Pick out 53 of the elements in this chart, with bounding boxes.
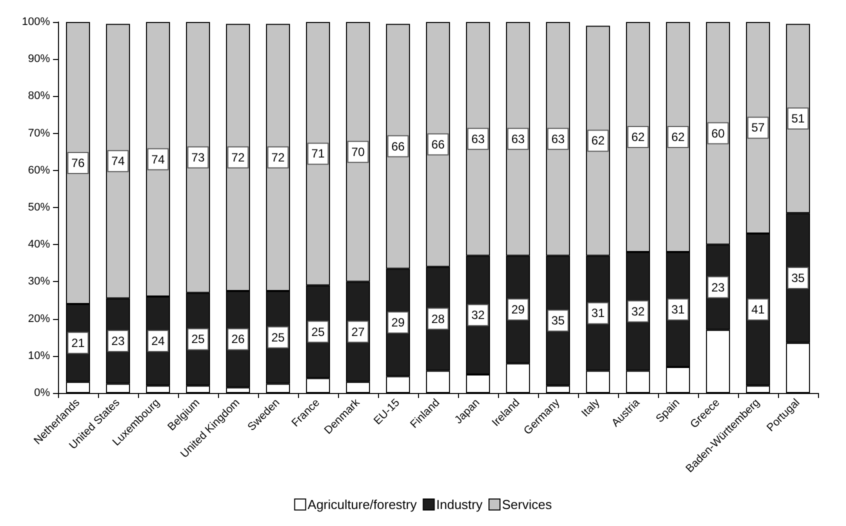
legend-label: Agriculture/forestry: [308, 497, 418, 512]
data-label: 23: [711, 280, 725, 294]
data-label: 41: [751, 302, 765, 317]
data-label: 25: [311, 324, 325, 339]
data-label: 23: [111, 334, 125, 348]
data-label: 70: [351, 144, 365, 159]
data-label: 29: [511, 302, 525, 317]
legend-label: Services: [502, 497, 552, 512]
data-label: 25: [191, 332, 205, 346]
data-label: 57: [751, 120, 765, 135]
data-label: 35: [791, 270, 805, 285]
y-tick-label: 90%: [28, 53, 50, 66]
data-label: 35: [551, 314, 565, 328]
data-label: 26: [231, 332, 245, 346]
y-tick-label: 40%: [28, 238, 50, 251]
x-tick-label: Italy: [580, 396, 603, 420]
data-label: 28: [431, 312, 445, 326]
data-label: 31: [591, 306, 605, 320]
data-label: 24: [151, 334, 165, 348]
data-label: 31: [671, 302, 685, 317]
legend-label: Industry: [436, 497, 483, 512]
y-tick-label: 0%: [34, 387, 50, 399]
y-tick-label: 100%: [22, 16, 50, 28]
data-label: 74: [151, 152, 165, 166]
data-label: 66: [431, 137, 445, 152]
y-tick-label: 60%: [28, 164, 50, 176]
data-label: 76: [71, 156, 85, 170]
data-label: 51: [791, 111, 805, 126]
data-label: 25: [271, 330, 285, 344]
y-tick-label: 70%: [28, 127, 50, 140]
data-label: 29: [391, 316, 405, 330]
data-label: 66: [391, 139, 405, 154]
data-label: 62: [591, 134, 605, 148]
data-label: 62: [671, 130, 685, 144]
data-label: 72: [231, 150, 245, 164]
data-label: 32: [631, 304, 645, 318]
data-label: 72: [271, 150, 285, 164]
data-label: 62: [631, 130, 645, 144]
data-label: 60: [711, 126, 725, 140]
y-tick-label: 30%: [28, 276, 50, 288]
data-label: 63: [551, 132, 565, 146]
data-label: 21: [71, 336, 85, 350]
y-tick-label: 10%: [28, 350, 50, 362]
data-label: 71: [311, 146, 325, 161]
data-label: 63: [511, 132, 525, 146]
y-tick-label: 80%: [28, 90, 50, 102]
y-tick-label: 50%: [28, 202, 50, 214]
data-label: 73: [191, 150, 205, 164]
y-tick-label: 20%: [28, 312, 50, 325]
data-label: 74: [111, 154, 125, 168]
data-label: 32: [471, 308, 485, 322]
data-label: 27: [351, 324, 365, 339]
data-label: 63: [471, 132, 485, 146]
